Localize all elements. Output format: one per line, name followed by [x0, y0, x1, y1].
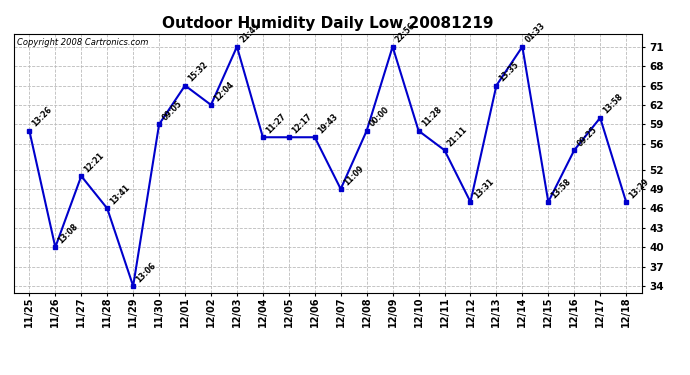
Text: 01:33: 01:33	[524, 21, 547, 45]
Text: 11:09: 11:09	[342, 164, 366, 187]
Text: 13:31: 13:31	[472, 177, 495, 200]
Text: 12:21: 12:21	[83, 151, 106, 174]
Text: 13:35: 13:35	[497, 60, 521, 84]
Text: 21:41: 21:41	[238, 21, 262, 45]
Text: 22:56: 22:56	[394, 21, 417, 45]
Text: 13:08: 13:08	[57, 222, 80, 245]
Text: 21:11: 21:11	[446, 125, 469, 148]
Text: 13:26: 13:26	[30, 105, 54, 129]
Text: Copyright 2008 Cartronics.com: Copyright 2008 Cartronics.com	[17, 38, 148, 46]
Text: 11:28: 11:28	[420, 105, 444, 129]
Text: 09:25: 09:25	[575, 125, 599, 148]
Text: 13:58: 13:58	[602, 93, 625, 116]
Text: 13:58: 13:58	[550, 177, 573, 200]
Text: 13:29: 13:29	[627, 177, 651, 200]
Text: 09:05: 09:05	[160, 99, 184, 122]
Text: 12:17: 12:17	[290, 112, 314, 135]
Text: 13:06: 13:06	[135, 261, 158, 284]
Text: 13:41: 13:41	[108, 183, 132, 207]
Text: 15:32: 15:32	[186, 60, 210, 84]
Text: 19:43: 19:43	[316, 112, 339, 135]
Text: 12:04: 12:04	[213, 80, 236, 103]
Title: Outdoor Humidity Daily Low 20081219: Outdoor Humidity Daily Low 20081219	[162, 16, 493, 31]
Text: 11:27: 11:27	[264, 112, 288, 135]
Text: 00:00: 00:00	[368, 105, 391, 129]
